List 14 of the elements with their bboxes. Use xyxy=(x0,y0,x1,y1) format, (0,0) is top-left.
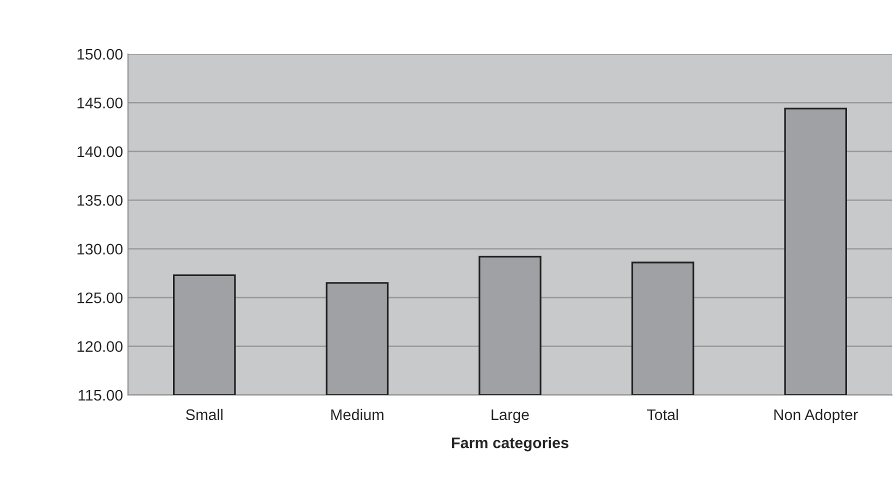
y-tick-label: 135.00 xyxy=(78,195,123,206)
y-tick-label: 140.00 xyxy=(78,146,123,158)
x-tick-label: Large xyxy=(492,409,529,424)
x-tick-label: Small xyxy=(186,408,222,420)
x-axis-title: Farm categories xyxy=(452,437,568,452)
y-tick-label: 120.00 xyxy=(78,341,123,352)
y-tick-label: 115.00 xyxy=(78,390,123,401)
y-tick-label: 125.00 xyxy=(78,292,123,304)
x-tick-label: Non Adopter xyxy=(774,408,858,424)
y-tick-label: 150.00 xyxy=(78,48,123,60)
x-tick-label: Medium xyxy=(331,408,384,420)
y-tick-label: 130.00 xyxy=(78,244,123,255)
y-tick-label: 145.00 xyxy=(78,98,123,108)
x-tick-label: Total xyxy=(647,408,678,420)
